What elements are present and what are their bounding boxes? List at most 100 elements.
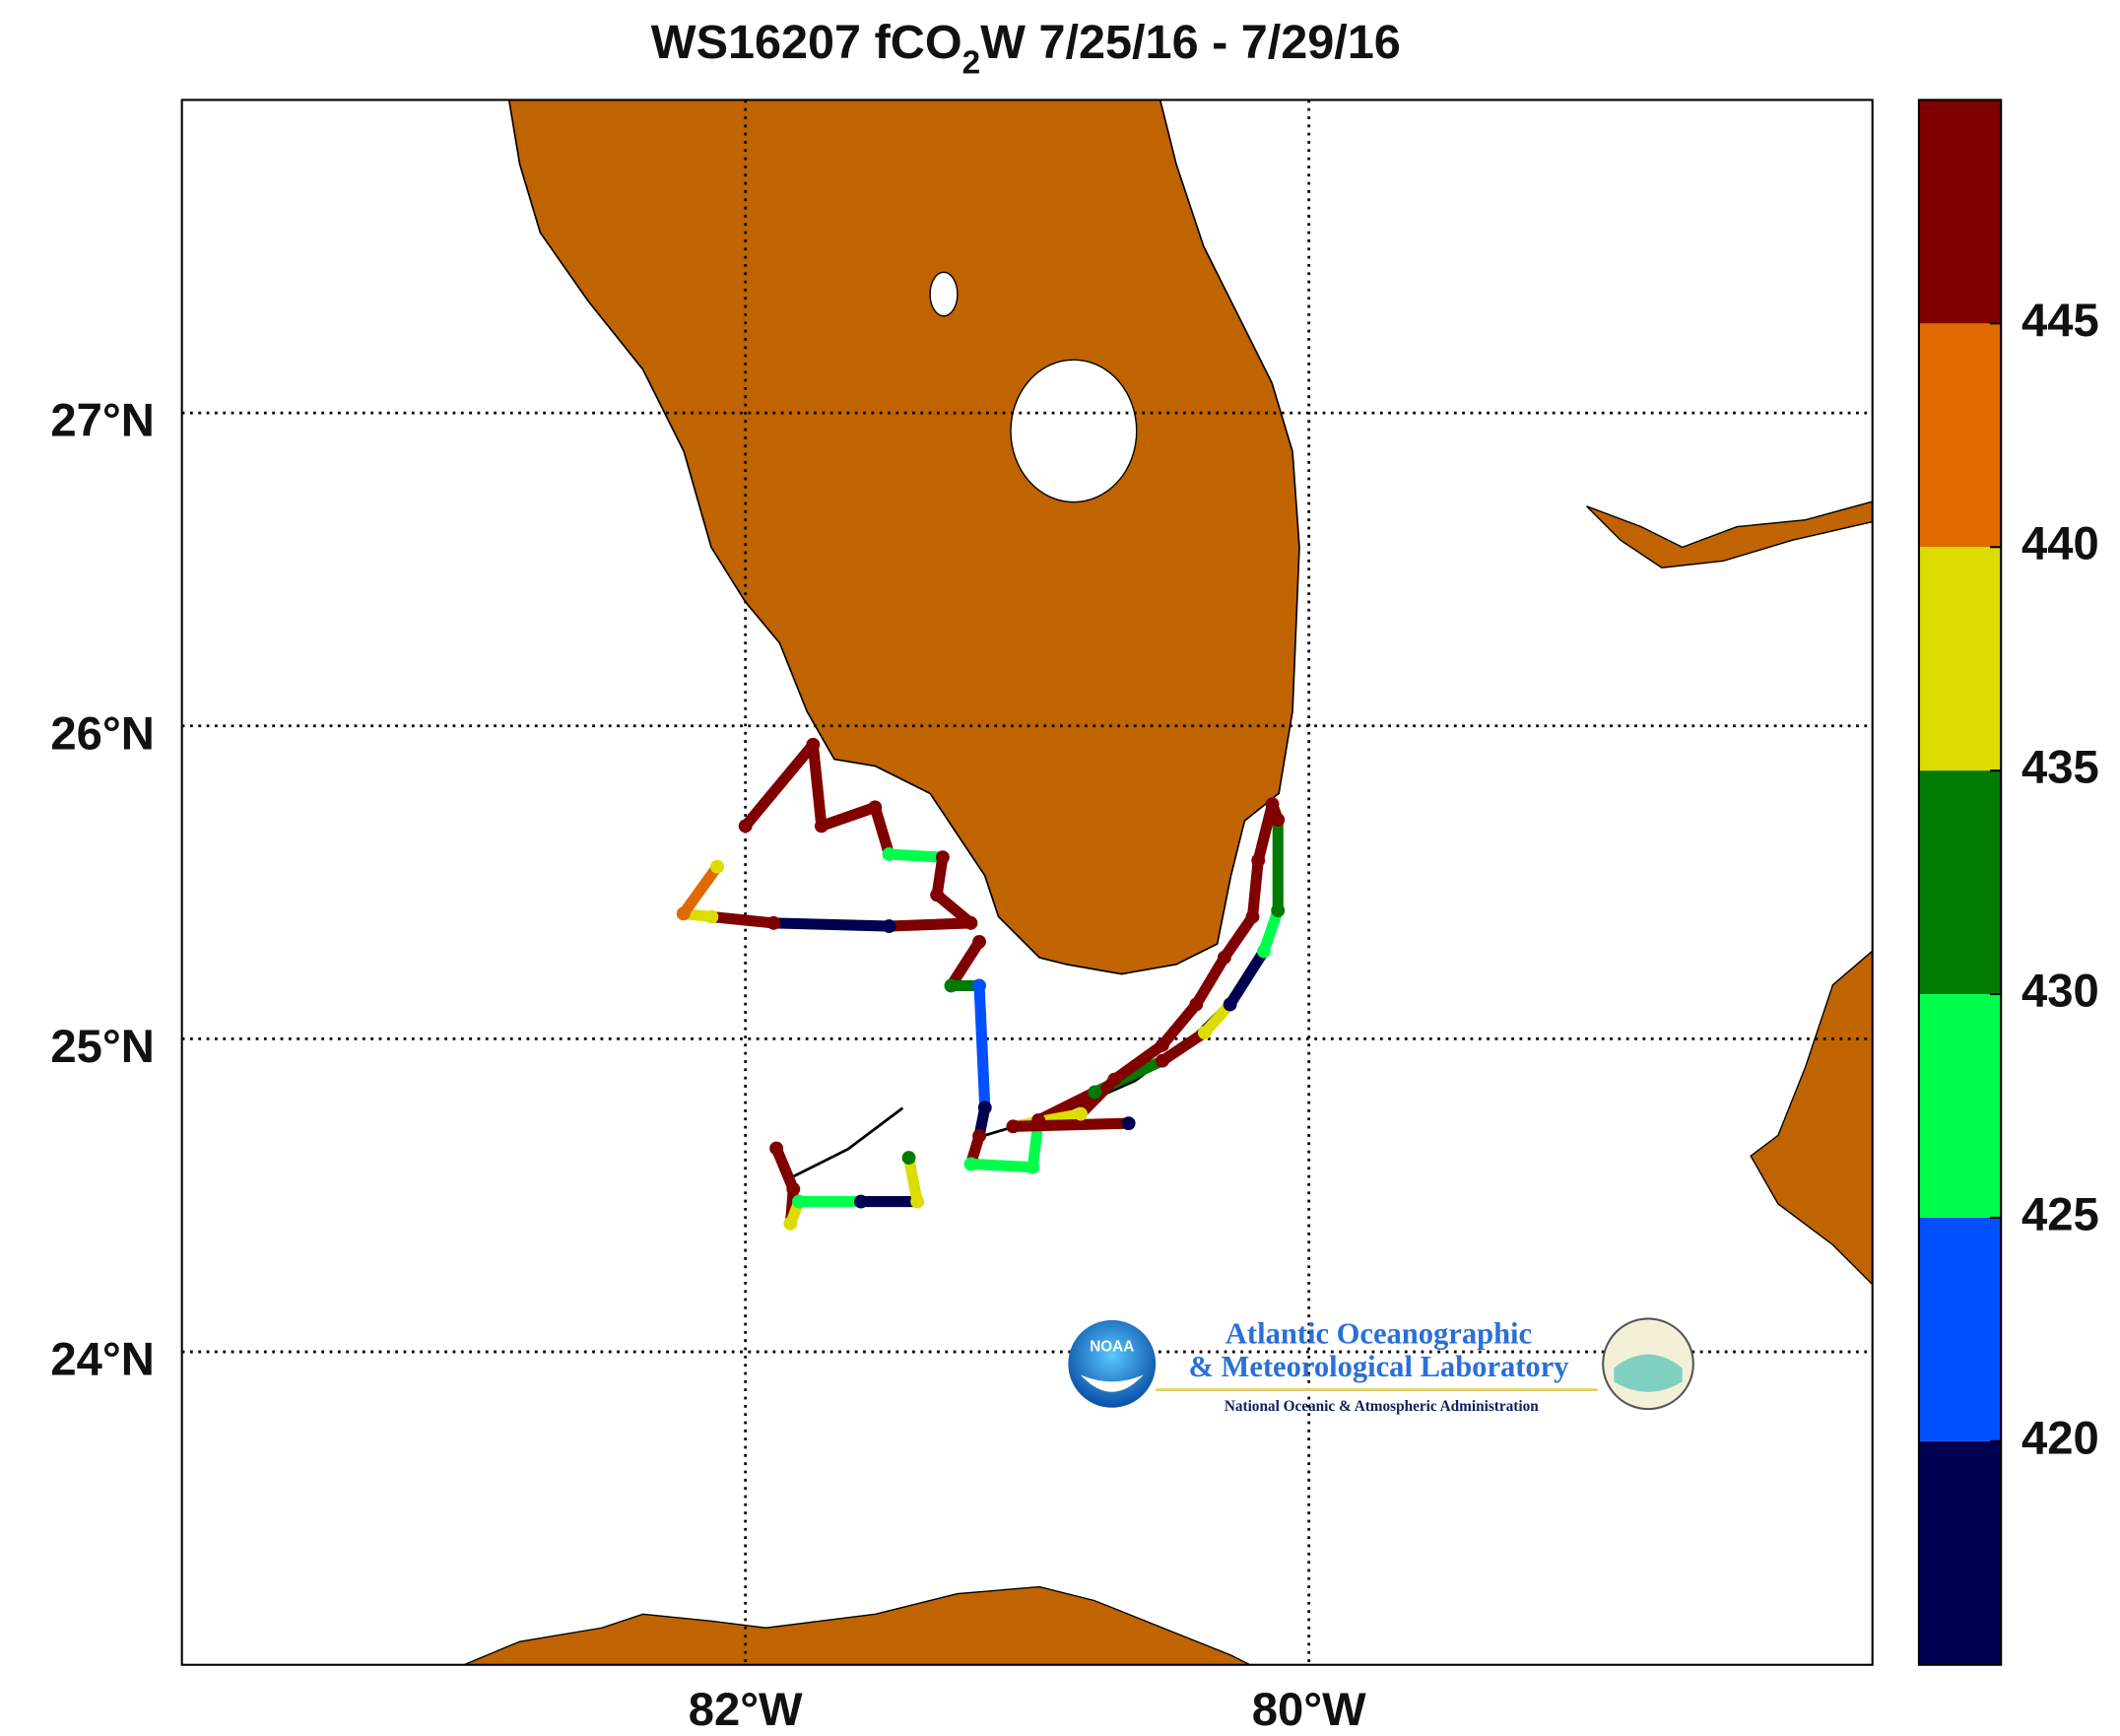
track-point <box>1197 1026 1212 1039</box>
colorbar-tick-label: 435 <box>2021 742 2099 794</box>
x-tick-label: 80°W <box>1252 1684 1366 1736</box>
colorbar-tick-label: 430 <box>2021 965 2099 1017</box>
colorbar-tick-label: 440 <box>2021 518 2099 570</box>
track-point <box>1088 1085 1102 1100</box>
y-tick-label: 24°N <box>50 1334 154 1386</box>
y-tick-label: 27°N <box>50 395 154 447</box>
title-text: W 7/25/16 - 7/29/16 <box>980 16 1401 69</box>
track-segment <box>807 739 828 832</box>
keys <box>792 997 1232 1178</box>
track-segment <box>973 979 991 1113</box>
logo-line: & Meteorological Laboratory <box>1188 1350 1568 1383</box>
track-point <box>901 1151 916 1166</box>
track-segment <box>1007 1117 1135 1132</box>
track-segment <box>1258 904 1284 958</box>
track-point <box>935 850 950 865</box>
track-point <box>1121 1116 1136 1131</box>
track-point <box>806 737 821 752</box>
track-point <box>738 819 753 834</box>
colorbar-band <box>1918 994 2002 1218</box>
track-segment <box>1225 945 1270 1011</box>
track-segment <box>740 739 819 832</box>
track-point <box>1223 997 1237 1012</box>
track-point <box>1251 853 1266 868</box>
track-point <box>944 978 959 993</box>
track-point <box>1074 1106 1088 1121</box>
track-point <box>783 1216 798 1231</box>
track-point <box>1107 1072 1122 1087</box>
track-segment <box>883 848 949 863</box>
track-point <box>1271 903 1286 918</box>
noaa-bird <box>1080 1374 1144 1392</box>
y-tick-label: 26°N <box>50 707 154 760</box>
colorbar-tick-label: 425 <box>2021 1188 2099 1240</box>
colorbar-band <box>1918 100 2002 324</box>
track-point <box>910 1194 925 1209</box>
track-segment <box>816 801 881 832</box>
track-segment <box>964 1158 1038 1173</box>
track-point <box>814 819 828 834</box>
colorbar-frame <box>1917 99 2003 1666</box>
track-point <box>710 859 725 874</box>
track-point <box>882 847 896 861</box>
track-segment <box>1190 952 1230 1011</box>
track-point <box>769 1141 784 1156</box>
track-point <box>1156 1037 1169 1052</box>
track-point <box>972 978 986 993</box>
track-segment <box>1157 998 1202 1051</box>
colorbar-band <box>1918 323 2002 548</box>
colorbar-tick-label: 445 <box>2021 295 2099 347</box>
track-segment <box>1157 1027 1211 1067</box>
track-segment <box>945 936 985 991</box>
track-segment <box>770 1143 799 1195</box>
track-point <box>1026 1160 1040 1174</box>
track-point <box>1217 950 1231 965</box>
track-segment <box>678 861 723 919</box>
track-point <box>963 915 978 930</box>
track-point <box>972 934 986 949</box>
chart-title: WS16207 fCO2W 7/25/16 - 7/29/16 <box>651 16 1401 81</box>
noaa-badge: NOAA <box>1090 1339 1134 1356</box>
track-segment <box>869 801 895 860</box>
colorbar-band <box>1918 547 2002 771</box>
track-segment <box>1246 854 1264 923</box>
track-point <box>1245 909 1260 924</box>
x-tick-label: 82°W <box>689 1684 803 1736</box>
colorbar-tick-label: 420 <box>2021 1412 2099 1464</box>
track-point <box>853 1194 868 1209</box>
track-point <box>1265 797 1280 812</box>
logo-line: National Oceanic & Atmospheric Administr… <box>1225 1398 1539 1415</box>
track-point <box>963 1157 978 1171</box>
track-point <box>766 915 781 930</box>
track-point <box>1006 1119 1021 1134</box>
track-segment <box>767 917 895 932</box>
track-point <box>1031 1113 1046 1127</box>
plot-frame <box>180 99 1874 1666</box>
track-point <box>792 1194 806 1209</box>
seal-wave <box>1614 1354 1683 1392</box>
track-point <box>786 1181 801 1196</box>
track-segment <box>1108 1039 1168 1086</box>
track-point <box>1271 813 1286 827</box>
track-segment <box>903 1152 923 1208</box>
ship-track <box>676 737 1286 1231</box>
lake <box>1010 359 1138 503</box>
noaa-emblem <box>1068 1319 1157 1408</box>
colorbar-band <box>1918 770 2002 995</box>
track-point <box>977 1101 992 1115</box>
track-point <box>930 888 945 902</box>
colorbar-band <box>1918 1440 2002 1665</box>
colorbar-band <box>1918 1217 2002 1441</box>
track-segment <box>1219 910 1259 964</box>
land-florida <box>507 100 1300 975</box>
title-subscript: 2 <box>962 44 981 81</box>
track-point <box>1256 944 1271 959</box>
track-point <box>868 800 883 815</box>
land-andros <box>1750 950 1873 1286</box>
track-point <box>704 909 719 924</box>
track-point <box>1156 1053 1169 1068</box>
logo: NOAA Atlantic Oceanographic & Meteorolog… <box>1068 1317 1694 1415</box>
track-point <box>1189 997 1204 1012</box>
